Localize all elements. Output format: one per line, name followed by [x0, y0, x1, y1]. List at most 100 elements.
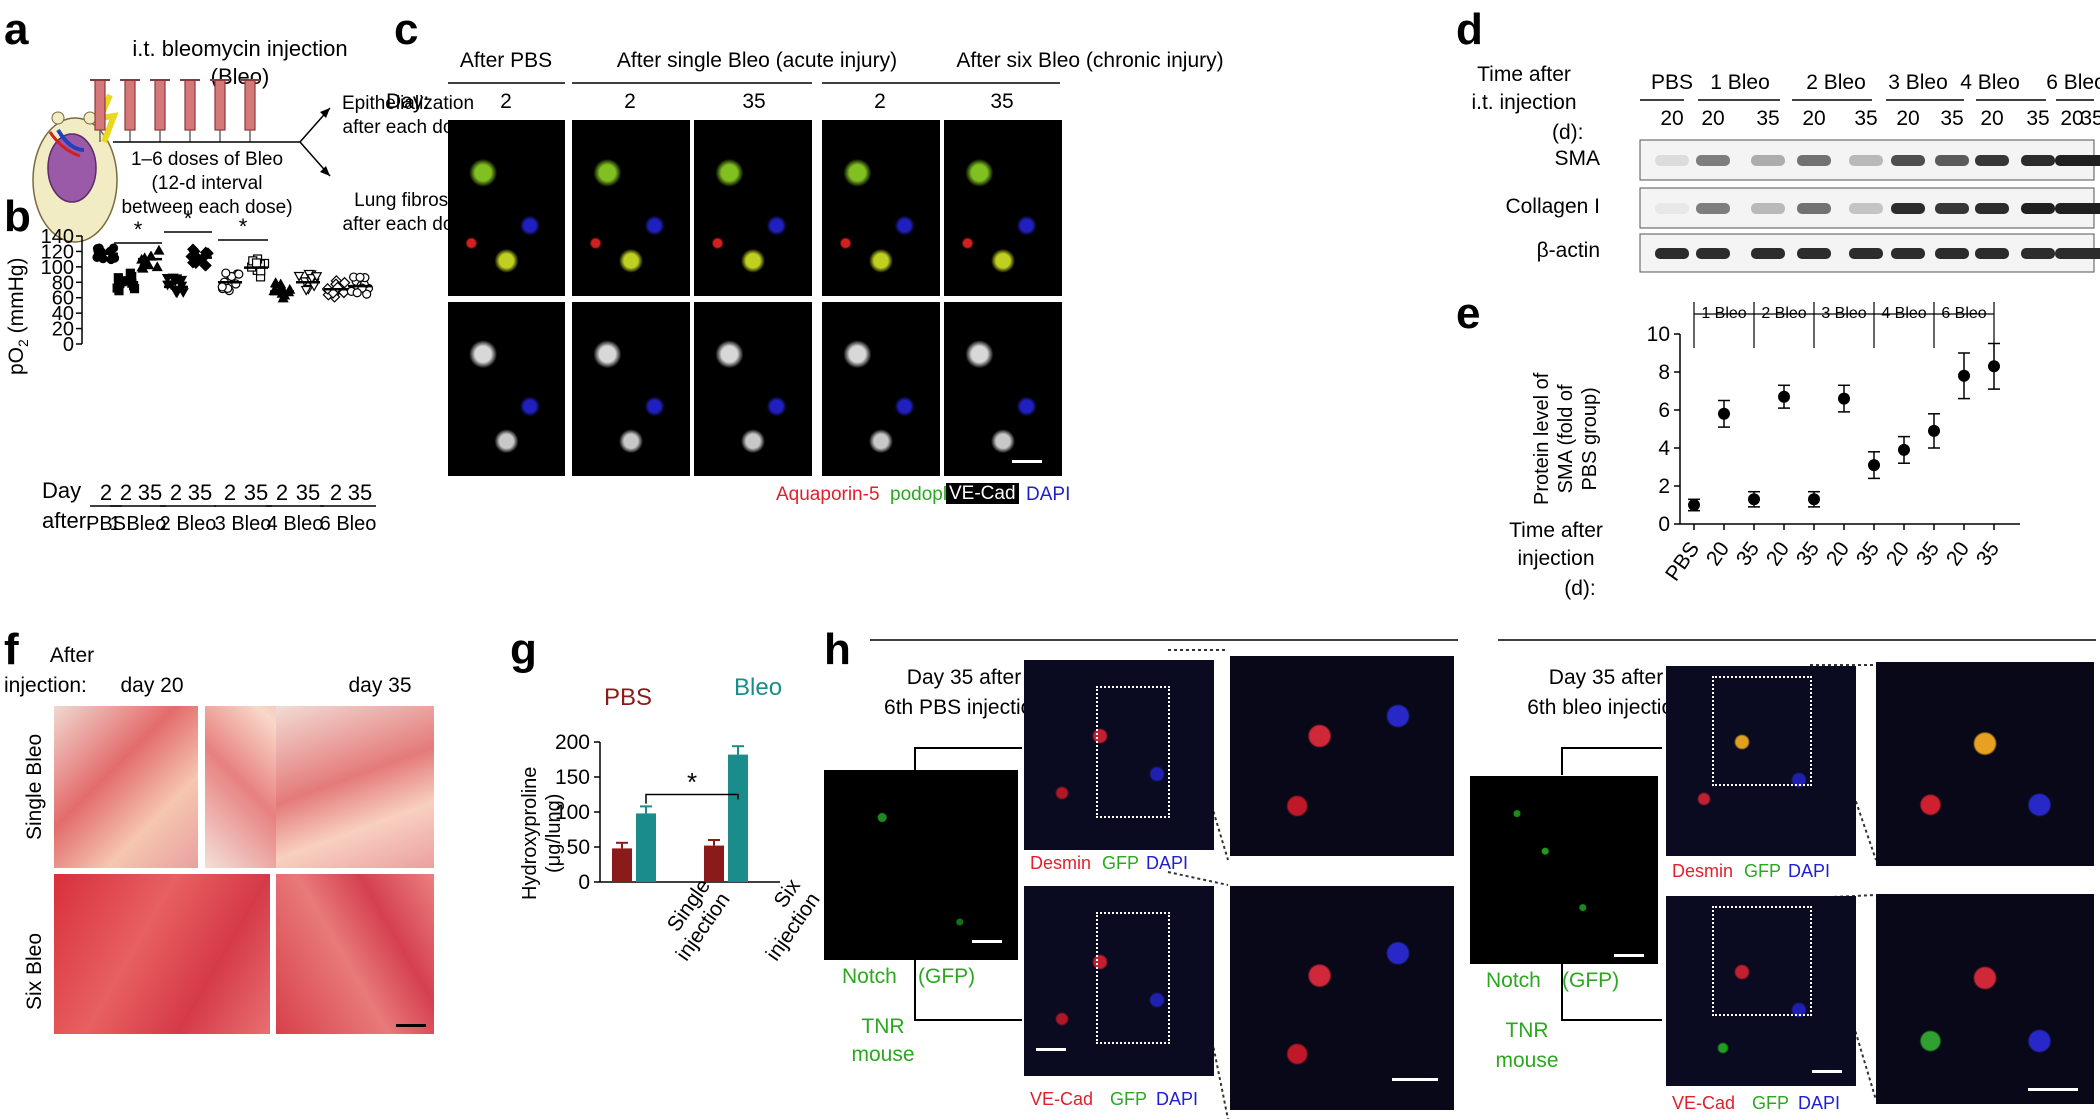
micrograph-vecad [694, 302, 812, 476]
significance-star: * [239, 214, 248, 239]
panel-e-xlabel-2: injection [1517, 547, 1595, 570]
micrograph-color [944, 120, 1062, 296]
significance-star: * [687, 767, 697, 797]
micro-zoom-vecad-pbs [1230, 886, 1454, 1110]
scale-bar-h3 [1392, 1078, 1438, 1081]
blot-group-label: PBS [1650, 71, 1694, 94]
data-point [165, 280, 177, 291]
blot-band [1849, 203, 1883, 214]
blot-lane-day: 20 [1896, 107, 1920, 130]
h-right-title-2: 6th bleo injection [1527, 696, 1685, 719]
blot-lane-day: 35 [1756, 107, 1780, 130]
h-right-gfp: (GFP) [1562, 969, 1620, 992]
ytick-label: 40 [52, 303, 74, 325]
blot-lane-day: 35 [2080, 107, 2100, 130]
bar [704, 845, 724, 882]
syringe-icons [90, 79, 260, 142]
h-left-s2-gfp: GFP [1110, 1089, 1148, 1109]
data-point [1928, 424, 1940, 437]
panel-a-schematic [32, 79, 331, 243]
blot-group-label: 6 Bleo [2046, 71, 2100, 94]
scale-bar-f [396, 1024, 426, 1027]
h-right-s1-dapi: DAPI [1788, 861, 1831, 881]
histology-single-day20 [54, 706, 198, 868]
micrograph-vecad [572, 302, 690, 476]
data-point [1958, 369, 1970, 382]
micro-zoom-desmin-pbs [1230, 656, 1454, 856]
blot-band [2075, 155, 2100, 166]
h-right-s2-gfp: GFP [1752, 1093, 1790, 1113]
data-point [200, 259, 212, 272]
blot-lane-day: 35 [1940, 107, 1964, 130]
panel-label-h: h [824, 625, 851, 674]
blot-lane-day: 20 [1660, 107, 1684, 130]
panel-f-after-2: injection: [4, 674, 87, 697]
ytick-label: 0 [1658, 513, 1670, 536]
ytick-label: 4 [1658, 437, 1670, 460]
data-point [1778, 390, 1790, 403]
panel-c-header-1: After PBS [459, 49, 553, 72]
panel-a-doses-2: (12-d interval [151, 173, 263, 194]
micrograph-color [572, 120, 690, 296]
blot-lane-day: 35 [2026, 107, 2050, 130]
blot-group-label: 3 Bleo [1888, 71, 1948, 94]
panel-label-b: b [4, 192, 31, 241]
h-left-mouse-2: mouse [851, 1043, 915, 1066]
blot-band [1975, 155, 2009, 166]
micro-notch-gfp-pbs [824, 770, 1018, 960]
day-tick-label: 35 [138, 480, 162, 505]
blot-band [1751, 203, 1785, 214]
scale-bar-h6 [2028, 1088, 2078, 1091]
data-point [177, 288, 189, 298]
panel-a-doses-1: 1–6 doses of Bleo [130, 149, 284, 170]
data-point [151, 261, 163, 272]
panel-label-e: e [1456, 289, 1481, 338]
scale-bar-h4 [1614, 954, 1644, 957]
blot-band [1975, 203, 2009, 214]
blot-group-label: 2 Bleo [1806, 71, 1866, 94]
blot-band [1751, 248, 1785, 259]
blot-group-label: 4 Bleo [1960, 71, 2020, 94]
ytick-label: 200 [555, 731, 590, 754]
zoom-box-4 [1712, 906, 1812, 1016]
panel-label-a: a [4, 5, 29, 54]
panel-label-c: c [394, 5, 419, 54]
blot-lane-day: 20 [2060, 107, 2084, 130]
ytick-label: 10 [1647, 323, 1670, 346]
group-label: PBS [86, 513, 126, 535]
blot-band [2021, 203, 2055, 214]
data-point [1838, 392, 1850, 405]
panel-e-xlabel-1: Time after [1509, 519, 1603, 542]
micro-vecad-pbs [1024, 886, 1214, 1076]
group-label: 4 Bleo [1881, 305, 1926, 322]
panel-a-title-1: i.t. bleomycin injection [132, 36, 348, 61]
blot-band [1891, 203, 1925, 214]
blot-lane-day: 35 [1854, 107, 1878, 130]
panel-a-outcome2-1: Lung fibrosis [354, 190, 462, 211]
data-point [1748, 493, 1760, 506]
bar [612, 848, 632, 882]
panel-c-day-value: 2 [500, 90, 512, 113]
data-point [170, 288, 182, 298]
panel-a-outcome1-2: after each dose [342, 117, 474, 138]
panel-b-after-label: after: [42, 508, 93, 533]
panel-label-d: d [1456, 5, 1483, 54]
data-point [355, 272, 365, 282]
group-label: 6 Bleo [320, 513, 377, 535]
blot-group-label: 1 Bleo [1710, 71, 1770, 94]
blot-band [2021, 248, 2055, 259]
data-point [279, 289, 291, 300]
h-right-s1-desmin: Desmin [1672, 861, 1734, 881]
panel-g-bar-chart: 0 50 100 150 200 * [555, 731, 780, 894]
panel-label-f: f [4, 625, 19, 674]
blot-band [1849, 248, 1883, 259]
panel-c-day-value: 35 [742, 90, 766, 113]
data-point [1988, 360, 2000, 373]
panel-c-day-value: 35 [990, 90, 1014, 113]
day-tick-label: 2 [100, 480, 112, 505]
histology-single-day35 [276, 706, 434, 868]
h-left-s1-gfp: GFP [1102, 853, 1140, 873]
panel-a-outcome2-2: after each dose [342, 214, 474, 235]
ytick-label: 20 [52, 319, 74, 341]
data-point [94, 243, 104, 253]
